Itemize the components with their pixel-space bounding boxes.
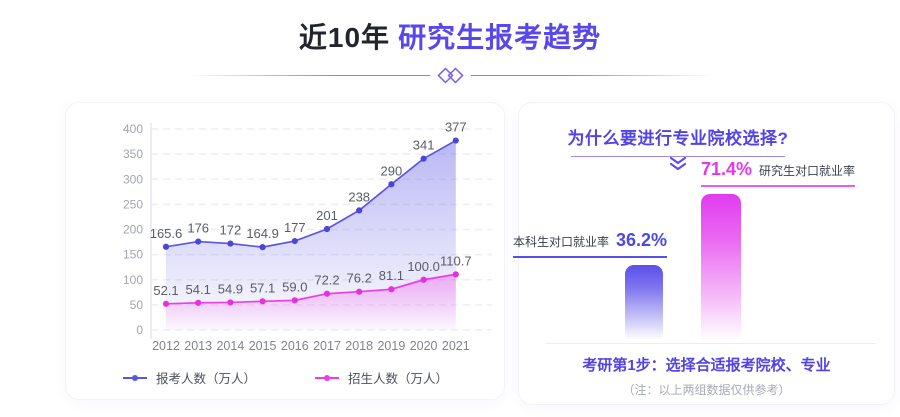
x-tick-label: 2012 [152, 339, 180, 353]
data-point [162, 300, 170, 307]
data-label: 164.9 [246, 226, 279, 241]
page-title: 近10年 研究生报考趋势 [0, 16, 900, 56]
data-point [195, 299, 202, 306]
employment-rate-card: 为什么要进行专业院校选择? 本科生对口就业率 36.2% 71.4% 研究生对口… [512, 102, 895, 405]
data-label: 81.1 [379, 268, 404, 283]
series-line [165, 139, 457, 248]
grad-bar [701, 194, 741, 339]
data-label: 54.1 [186, 282, 211, 297]
panel-header: 为什么要进行专业院校选择? [557, 124, 799, 171]
series-area [166, 274, 456, 330]
x-tick-label: 2016 [281, 339, 309, 353]
data-point [162, 243, 170, 250]
note-text: （注：以上两组数据仅供参考） [622, 383, 791, 397]
undergrad-rate-value: 36.2% [615, 230, 667, 250]
y-tick-label: 400 [123, 122, 143, 136]
divider-line-right [470, 75, 713, 76]
data-point [452, 271, 459, 278]
y-tick-label: 0 [136, 323, 143, 337]
page-title-prefix: 近10年 [298, 22, 391, 53]
y-tick-label: 350 [123, 147, 143, 161]
data-label: 176 [187, 221, 209, 236]
series-line [165, 273, 456, 305]
data-label: 172 [220, 223, 242, 238]
y-tick-label: 50 [130, 298, 144, 312]
grad-rate-label: 71.4% 研究生对口就业率 [701, 159, 856, 187]
data-point [259, 244, 266, 251]
data-label: 100.0 [407, 259, 440, 274]
header: 近10年 研究生报考趋势 [0, 0, 900, 84]
data-label: 52.1 [153, 283, 178, 298]
data-label: 165.6 [150, 226, 183, 241]
data-point [452, 137, 459, 144]
step-text: 考研第1步：选择合适报考院校、专业 [582, 357, 831, 374]
divider-line-left [187, 75, 430, 76]
data-point [388, 286, 395, 293]
data-point [323, 225, 331, 233]
undergrad-rate-label: 本科生对口就业率 36.2% [512, 230, 667, 258]
panel-title-underline [571, 156, 785, 157]
data-label: 57.1 [250, 280, 275, 295]
trend-chart-card: 0 50 100 150 200 250 300 350 400 2012 2013 2014 2015… [65, 102, 505, 400]
grad-label-text: 研究生对口就业率 [759, 164, 856, 178]
x-tick-label: 2019 [377, 339, 405, 353]
data-point [420, 155, 427, 162]
data-point [195, 238, 202, 245]
x-tick-label: 2013 [184, 339, 212, 353]
data-point [227, 240, 234, 247]
data-label: 290 [381, 163, 403, 178]
bar-baseline [546, 343, 876, 344]
x-tick-label: 2020 [410, 339, 438, 353]
data-point [227, 299, 234, 306]
data-point [291, 297, 298, 304]
y-tick-label: 200 [123, 223, 143, 237]
data-label: 72.2 [314, 273, 339, 288]
data-point [259, 298, 266, 305]
double-diamond-icon [436, 67, 464, 84]
undergrad-label-text: 本科生对口就业率 [512, 235, 609, 249]
x-tick-label: 2021 [442, 339, 470, 353]
employment-bar-chart: 本科生对口就业率 36.2% 71.4% 研究生对口就业率 [512, 103, 894, 404]
x-tick-label: 2015 [249, 339, 277, 353]
chart-legend: 报考人数（万人） 招生人数（万人） [66, 368, 504, 387]
panel-title: 为什么要进行专业院校选择? [567, 129, 789, 148]
data-point [420, 276, 427, 283]
x-tick-label: 2018 [345, 339, 373, 353]
legend-item: 报考人数（万人） [122, 368, 256, 387]
data-point [323, 290, 331, 297]
legend-label: 招生人数（万人） [348, 372, 449, 386]
data-point [388, 181, 395, 188]
legend-label: 报考人数（万人） [155, 372, 256, 386]
data-label: 201 [316, 208, 338, 223]
data-label: 341 [413, 138, 435, 153]
y-tick-label: 250 [123, 197, 143, 211]
data-point [356, 207, 363, 214]
y-tick-label: 300 [123, 172, 143, 186]
y-tick-label: 150 [123, 248, 143, 262]
data-label: 54.9 [218, 281, 243, 296]
data-label: 238 [348, 189, 370, 204]
page-title-main: 研究生报考趋势 [398, 22, 602, 53]
x-tick-label: 2014 [216, 339, 244, 353]
data-point [291, 237, 298, 245]
y-tick-label: 100 [123, 273, 143, 287]
legend-marker-icon [122, 374, 147, 381]
data-label: 76.2 [347, 271, 372, 286]
data-label: 177 [284, 220, 306, 235]
x-tick-label: 2017 [313, 339, 341, 353]
grad-rate-value: 71.4% [701, 159, 753, 179]
legend-marker-icon [315, 374, 339, 381]
legend-item: 招生人数（万人） [314, 368, 448, 387]
title-divider [0, 67, 900, 84]
data-label: 377 [445, 120, 467, 135]
chevron-double-down-icon [669, 156, 687, 171]
data-label: 59.0 [282, 279, 307, 294]
undergrad-bar [625, 265, 663, 339]
data-point [356, 288, 363, 295]
data-label: 110.7 [440, 253, 472, 268]
